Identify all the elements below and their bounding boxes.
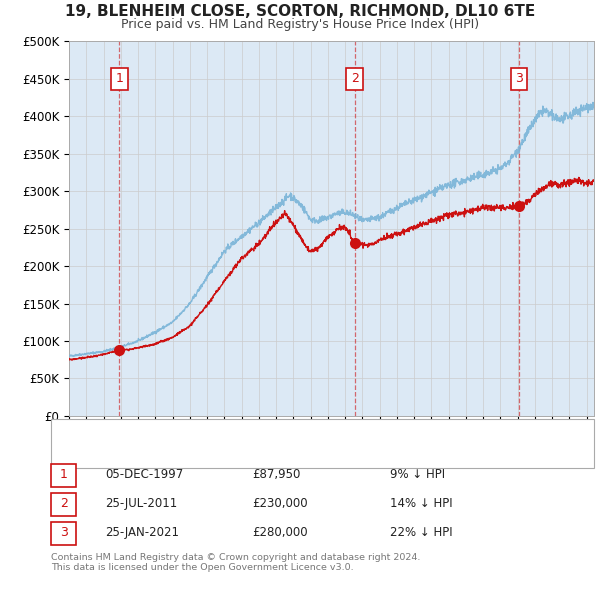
Text: 9% ↓ HPI: 9% ↓ HPI bbox=[390, 468, 445, 481]
Text: 14% ↓ HPI: 14% ↓ HPI bbox=[390, 497, 452, 510]
Text: 1: 1 bbox=[59, 468, 68, 481]
Text: £230,000: £230,000 bbox=[252, 497, 308, 510]
Text: 2: 2 bbox=[59, 497, 68, 510]
Text: Price paid vs. HM Land Registry's House Price Index (HPI): Price paid vs. HM Land Registry's House … bbox=[121, 18, 479, 31]
Text: 3: 3 bbox=[515, 72, 523, 86]
Text: This data is licensed under the Open Government Licence v3.0.: This data is licensed under the Open Gov… bbox=[51, 563, 353, 572]
Text: ——: —— bbox=[60, 439, 88, 453]
Text: £280,000: £280,000 bbox=[252, 526, 308, 539]
Text: 19, BLENHEIM CLOSE, SCORTON, RICHMOND, DL10 6TE: 19, BLENHEIM CLOSE, SCORTON, RICHMOND, D… bbox=[65, 4, 535, 19]
Text: Contains HM Land Registry data © Crown copyright and database right 2024.: Contains HM Land Registry data © Crown c… bbox=[51, 553, 421, 562]
Text: 25-JAN-2021: 25-JAN-2021 bbox=[105, 526, 179, 539]
Text: 25-JUL-2011: 25-JUL-2011 bbox=[105, 497, 177, 510]
Text: 22% ↓ HPI: 22% ↓ HPI bbox=[390, 526, 452, 539]
Text: £87,950: £87,950 bbox=[252, 468, 301, 481]
Text: ——: —— bbox=[60, 452, 88, 466]
Text: HPI: Average price, detached house, North Yorkshire: HPI: Average price, detached house, Nort… bbox=[93, 454, 379, 464]
Text: 05-DEC-1997: 05-DEC-1997 bbox=[105, 468, 183, 481]
Text: 19, BLENHEIM CLOSE, SCORTON, RICHMOND, DL10 6TE (detached house): 19, BLENHEIM CLOSE, SCORTON, RICHMOND, D… bbox=[93, 441, 497, 451]
Text: 3: 3 bbox=[59, 526, 68, 539]
Text: 2: 2 bbox=[351, 72, 359, 86]
Text: 1: 1 bbox=[115, 72, 124, 86]
